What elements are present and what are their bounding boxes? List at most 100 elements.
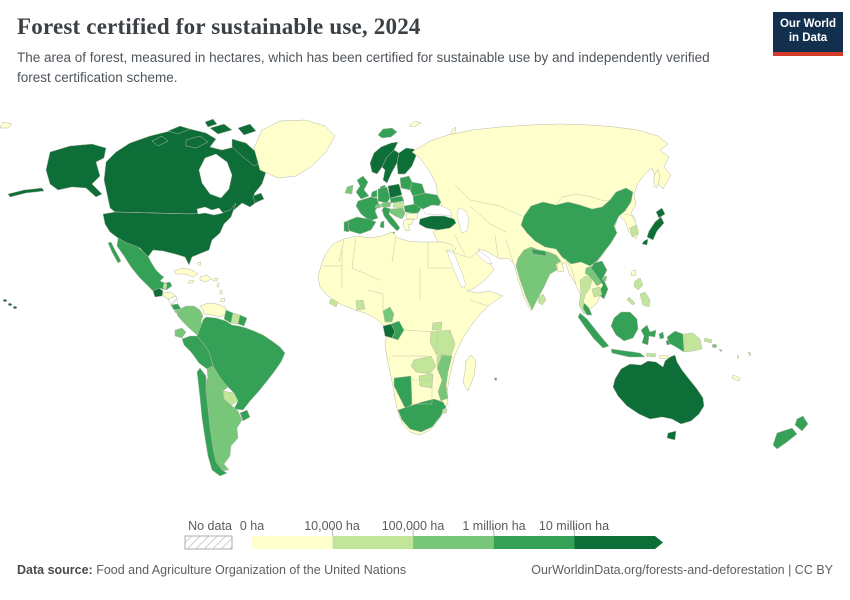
- country-liberia[interactable]: [328, 298, 339, 308]
- country-congo[interactable]: [390, 320, 405, 341]
- country-tasmania[interactable]: [666, 430, 677, 441]
- country-fiji[interactable]: [747, 351, 752, 357]
- country-greenland[interactable]: [253, 119, 336, 179]
- country-uganda[interactable]: [431, 321, 443, 331]
- country-portugal[interactable]: [343, 220, 350, 233]
- country-papua-new-guinea[interactable]: [683, 332, 703, 353]
- country-iceland[interactable]: [377, 127, 398, 139]
- country-romania[interactable]: [403, 203, 422, 215]
- country-bangladesh[interactable]: [556, 261, 565, 273]
- region-africa-mainland[interactable]: [317, 231, 504, 436]
- country-eswatini[interactable]: [441, 408, 448, 414]
- country-south-korea[interactable]: [629, 224, 639, 238]
- country-zimbabwe[interactable]: [418, 373, 434, 389]
- legend-bin-5[interactable]: [574, 536, 655, 549]
- country-new-zealand-south[interactable]: [772, 427, 798, 450]
- country-french-guiana[interactable]: [237, 314, 248, 327]
- country-trinidad[interactable]: [219, 297, 226, 303]
- country-indonesia-sulawesi[interactable]: [640, 324, 657, 346]
- legend-bin-1[interactable]: [252, 536, 333, 549]
- country-chukotka-fragment[interactable]: [0, 121, 13, 129]
- country-new-zealand-north[interactable]: [794, 415, 809, 432]
- country-czechia-slovakia[interactable]: [389, 195, 405, 204]
- country-benelux[interactable]: [370, 189, 378, 198]
- country-zambia[interactable]: [410, 355, 437, 375]
- country-poland[interactable]: [387, 183, 403, 199]
- country-western-balkans[interactable]: [388, 207, 406, 220]
- country-hainan[interactable]: [601, 275, 608, 282]
- country-hispaniola[interactable]: [199, 274, 213, 283]
- country-germany[interactable]: [377, 186, 391, 204]
- country-palawan[interactable]: [626, 296, 636, 306]
- country-sweden[interactable]: [381, 149, 400, 184]
- country-japan-hokkaido[interactable]: [655, 207, 666, 219]
- legend-no-data-swatch[interactable]: [184, 535, 233, 550]
- country-mauritius[interactable]: [493, 377, 498, 382]
- country-alaska[interactable]: [45, 143, 107, 198]
- country-greece[interactable]: [402, 218, 415, 232]
- country-taiwan[interactable]: [630, 269, 637, 277]
- country-malaysia-peninsula[interactable]: [582, 302, 593, 316]
- country-vietnam[interactable]: [590, 260, 609, 300]
- country-guatemala[interactable]: [152, 287, 164, 298]
- country-france[interactable]: [355, 196, 380, 222]
- country-philippines-mindanao[interactable]: [639, 291, 651, 308]
- country-ghana[interactable]: [355, 299, 366, 311]
- country-bulgaria[interactable]: [405, 212, 419, 220]
- country-nepal[interactable]: [530, 248, 548, 257]
- country-sardinia[interactable]: [379, 220, 385, 229]
- country-timor[interactable]: [658, 354, 669, 360]
- country-finland[interactable]: [396, 147, 417, 175]
- legend-bin-3[interactable]: [413, 536, 494, 549]
- owid-logo[interactable]: Our World in Data: [773, 12, 843, 56]
- country-canadian-arctic-islands[interactable]: [151, 118, 263, 167]
- country-japan-honshu[interactable]: [646, 216, 665, 241]
- country-switzerland[interactable]: [374, 203, 382, 209]
- country-madagascar[interactable]: [462, 354, 477, 392]
- country-australia[interactable]: [612, 354, 705, 425]
- country-ecuador[interactable]: [174, 327, 187, 339]
- country-svalbard[interactable]: [408, 120, 422, 128]
- country-sakhalin[interactable]: [653, 168, 661, 189]
- country-turkey[interactable]: [418, 215, 457, 231]
- country-indonesia-java[interactable]: [610, 348, 646, 358]
- country-thailand[interactable]: [578, 275, 593, 315]
- country-belize[interactable]: [162, 282, 168, 291]
- country-united-kingdom[interactable]: [355, 175, 370, 200]
- country-solomon-islands[interactable]: [711, 343, 718, 349]
- country-vanuatu[interactable]: [736, 354, 740, 360]
- legend-bin-2[interactable]: [332, 536, 414, 549]
- legend-bin-4[interactable]: [493, 536, 575, 549]
- country-philippines-luzon[interactable]: [633, 277, 644, 291]
- country-mozambique[interactable]: [436, 354, 453, 402]
- country-lesser-antilles[interactable]: [216, 282, 223, 295]
- country-ireland[interactable]: [344, 184, 354, 195]
- country-japan-kyushu[interactable]: [641, 238, 649, 246]
- country-sri-lanka[interactable]: [537, 293, 547, 306]
- country-cameroon[interactable]: [382, 306, 395, 323]
- country-jamaica[interactable]: [187, 279, 195, 284]
- country-new-britain[interactable]: [703, 337, 713, 344]
- country-newfoundland[interactable]: [252, 192, 265, 204]
- country-india[interactable]: [515, 246, 562, 311]
- country-lesser-sunda[interactable]: [645, 352, 657, 358]
- owid-link[interactable]: OurWorldinData.org/forests-and-deforesta…: [531, 563, 833, 577]
- country-austria[interactable]: [380, 201, 392, 208]
- country-venezuela[interactable]: [199, 302, 228, 318]
- country-chile[interactable]: [196, 367, 228, 477]
- country-hungary[interactable]: [392, 201, 405, 209]
- country-puerto-rico[interactable]: [212, 277, 219, 282]
- country-aleutian-islands[interactable]: [7, 187, 45, 198]
- country-uruguay[interactable]: [239, 409, 251, 422]
- country-bahamas[interactable]: [196, 261, 202, 267]
- country-mexico-baja[interactable]: [107, 241, 122, 264]
- country-china[interactable]: [520, 187, 634, 267]
- country-borneo[interactable]: [610, 311, 639, 342]
- country-cambodia[interactable]: [591, 286, 603, 298]
- country-moluccas[interactable]: [658, 331, 665, 340]
- country-new-caledonia[interactable]: [731, 374, 741, 382]
- country-solomon-islands-2[interactable]: [718, 348, 723, 353]
- country-hawaii[interactable]: [2, 298, 18, 310]
- country-baltic-states[interactable]: [399, 175, 413, 191]
- country-indonesia-sumatra[interactable]: [577, 312, 610, 349]
